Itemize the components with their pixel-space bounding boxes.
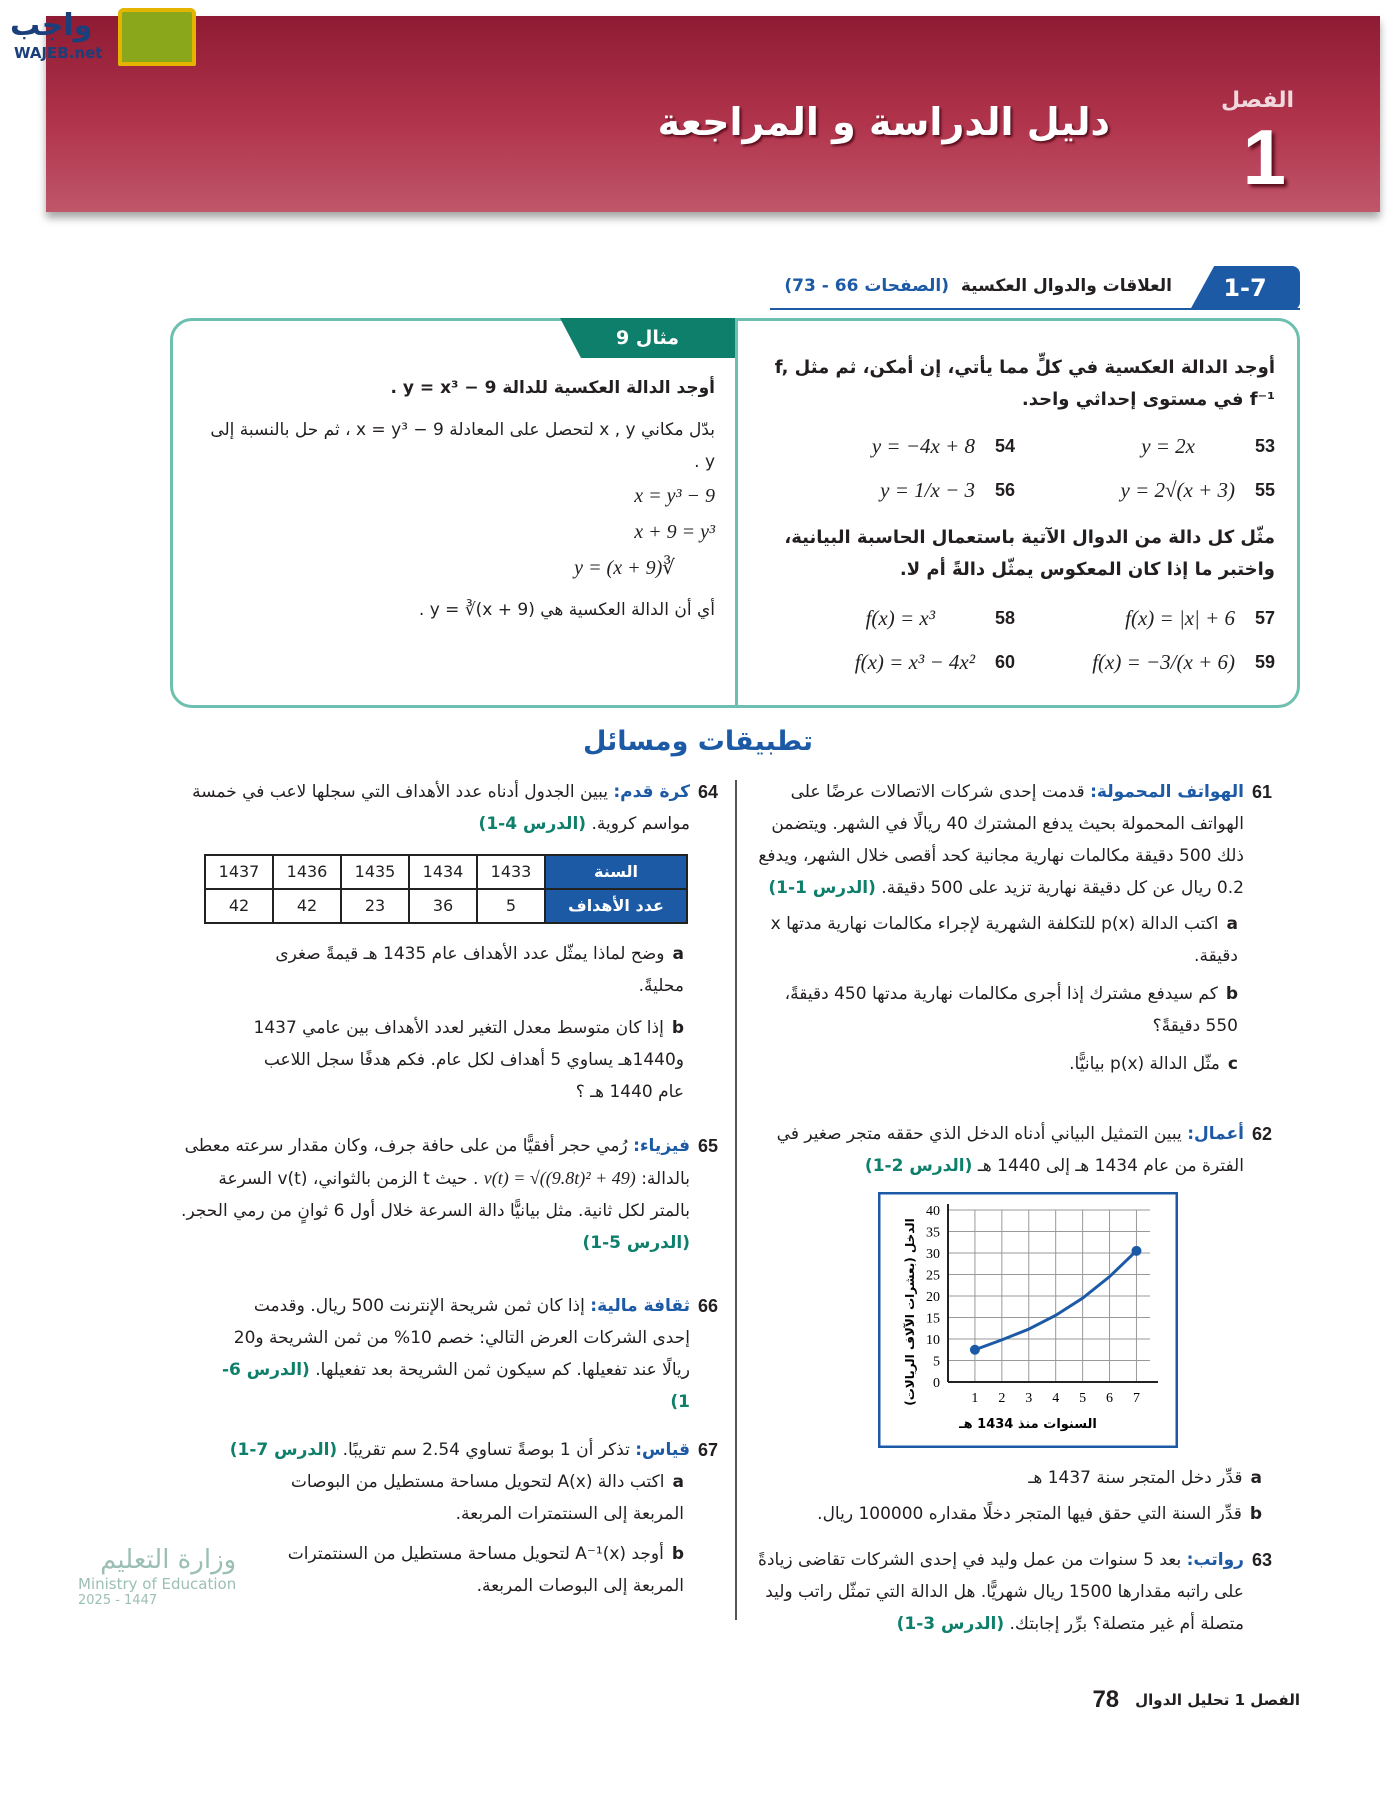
ministry-logo: وزارة التعليم Ministry of Education 2025… xyxy=(78,1545,237,1608)
applications-title: تطبيقات ومسائل xyxy=(583,726,813,757)
goals-table: السنة 1433 1434 1435 1436 1437 عدد الأهداف 5 36… xyxy=(204,854,688,924)
exercise-grid-2: 57 f(x) = |x| + 6 58 f(x) = x³ 59 f(x) = −3… xyxy=(760,596,1275,684)
exercise-intro-2: مثّل كل دالة من الدوال الآتية باستعمال ا… xyxy=(784,527,1275,580)
page-title: دليل الدراسة و المراجعة xyxy=(657,100,1110,144)
question-62: 62 أعمال: يبين التمثيل البياني أدناه الدخ… xyxy=(776,1124,1272,1176)
y-tick-label: 5 xyxy=(933,1355,940,1370)
x-axis-label: السنوات منذ 1434 هـ xyxy=(958,1417,1097,1432)
exercise-54: 54 y = −4x + 8 xyxy=(871,433,1015,458)
q62-a: aقدِّر دخل المتجر سنة 1437 هـ xyxy=(1028,1468,1262,1488)
exercise-56: 56 y = 1/x − 3 xyxy=(880,477,1015,502)
q67-b: bأوجد A⁻¹(x) لتحويل مساحة مستطيل من السن… xyxy=(287,1544,684,1596)
chart-frame xyxy=(878,1192,1178,1448)
question-65: 65 فيزياء: رُمي حجر أفقيًّا من على حافة ج… xyxy=(181,1136,718,1253)
question-61: 61 الهواتف المحمولة: قدمت إحدى شركات الات… xyxy=(752,776,1272,1080)
q64-a: aوضح لماذا يمثّل عدد الأهداف عام 1435 هـ… xyxy=(275,944,684,996)
x-tick-label: 6 xyxy=(1106,1391,1113,1406)
x-tick-label: 3 xyxy=(1025,1391,1032,1406)
exercise-intro-1: أوجد الدالة العكسية في كلٍّ مما يأتي، إن… xyxy=(774,357,1275,410)
chapter-label: الفصل xyxy=(1221,88,1294,113)
page-footer: الفصل 1 تحليل الدوال 78 xyxy=(1092,1686,1300,1714)
example-tab: مثال 9 xyxy=(560,318,735,358)
y-tick-label: 30 xyxy=(926,1247,940,1262)
y-tick-label: 10 xyxy=(926,1333,940,1348)
chart-ticks: 0 5 10 15 20 25 30 35 40 1 2 3 4 5 6 7 xyxy=(926,1204,1140,1406)
exercise-59: 59 f(x) = −3/(x + 6) xyxy=(1092,649,1275,674)
question-62-parts: aقدِّر دخل المتجر سنة 1437 هـ bقدِّر الس… xyxy=(752,1462,1272,1530)
page-number: 78 xyxy=(1092,1686,1120,1713)
exercise-60: 60 f(x) = x³ − 4x² xyxy=(854,649,1015,674)
table-row: السنة 1433 1434 1435 1436 1437 xyxy=(204,854,688,890)
example-steps: x = y³ − 9 x + 9 = y³ ∛(x + 9) = y xyxy=(574,485,715,579)
x-tick-label: 4 xyxy=(1052,1391,1059,1406)
x-tick-label: 5 xyxy=(1079,1391,1086,1406)
q62-b: bقدِّر السنة التي حقق فيها المتجر دخلًا … xyxy=(817,1504,1262,1524)
question-64: 64 كرة قدم: يبين الجدول أدناه عدد الأهداف… xyxy=(178,776,718,1108)
q61-b: bكم سيدفع مشترك إذا أجرى مكالمات نهارية … xyxy=(784,984,1238,1036)
table-row: عدد الأهداف 5 36 23 42 42 xyxy=(204,888,688,924)
question-66: 66 ثقافة مالية: إذا كان ثمن شريحة الإنترن… xyxy=(221,1296,718,1412)
y-tick-label: 25 xyxy=(926,1269,940,1284)
chapter-number: 1 xyxy=(1242,113,1286,201)
income-line xyxy=(974,1249,1138,1352)
y-tick-label: 0 xyxy=(933,1376,940,1391)
q61-a: aاكتب الدالة p(x) للتكلفة الشهرية لإجراء… xyxy=(770,914,1238,966)
q67-a: aاكتب دالة A(x) لتحويل مساحة مستطيل من ا… xyxy=(290,1472,684,1524)
example-9: أوجد الدالة العكسية للدالة y = x³ − 9 . … xyxy=(195,372,715,626)
column-divider xyxy=(735,780,737,1620)
y-tick-label: 20 xyxy=(926,1290,940,1305)
exercise-grid-1: 53 y = 2x 54 y = −4x + 8 55 y = 2√(x + 3) 5… xyxy=(760,424,1275,512)
wajeb-logo: واجب WAJEB.net xyxy=(10,4,196,66)
y-axis-label: الدخل (بعشرات الآلاف الريالات) xyxy=(903,1218,917,1406)
section-pages: (الصفحات 66 - 73) xyxy=(784,276,950,296)
q61-c: cمثّل الدالة p(x) بيانيًّا. xyxy=(1069,1054,1238,1074)
data-point xyxy=(969,1344,980,1355)
example-explanation: بدّل مكاني x , y لتحصل على المعادلة x = … xyxy=(210,420,715,472)
example-conclusion: أي أن الدالة العكسية هي y = ∛(x + 9) . xyxy=(418,600,715,620)
question-63: 63 رواتب: بعد 5 سنوات من عمل وليد في إحدى… xyxy=(758,1550,1272,1634)
divider xyxy=(735,318,738,708)
x-tick-label: 1 xyxy=(971,1391,978,1406)
book-icon xyxy=(118,8,196,66)
x-tick-label: 2 xyxy=(998,1391,1005,1406)
y-tick-label: 40 xyxy=(926,1204,940,1219)
section-title: العلاقات والدوال العكسية (الصفحات 66 - 7… xyxy=(784,276,1172,296)
footer-chapter: الفصل 1 تحليل الدوال xyxy=(1135,1691,1300,1709)
income-chart: 0 5 10 15 20 25 30 35 40 1 2 3 4 5 6 7 السنوات منذ 1434… xyxy=(878,1192,1178,1448)
section-header: 1-7 العلاقات والدوال العكسية (الصفحات 66… xyxy=(770,266,1300,310)
y-tick-label: 15 xyxy=(926,1312,940,1327)
exercise-53: 53 y = 2x xyxy=(1141,433,1275,458)
section-number: 1-7 xyxy=(1190,266,1300,310)
q64-b: bإذا كان متوسط معدل التغير لعدد الأهداف … xyxy=(253,1018,685,1102)
chart-grid xyxy=(947,1204,1158,1383)
x-tick-label: 7 xyxy=(1133,1391,1140,1406)
chapter-banner xyxy=(46,16,1380,212)
data-point xyxy=(1131,1245,1142,1256)
exercise-57: 57 f(x) = |x| + 6 xyxy=(1125,605,1275,630)
question-67: 67 قياس: تذكر أن 1 بوصةً تساوي 2.54 سم تق… xyxy=(178,1434,718,1602)
example-prompt: أوجد الدالة العكسية للدالة y = x³ − 9 . xyxy=(390,378,715,398)
y-tick-label: 35 xyxy=(926,1226,940,1241)
chart-points xyxy=(969,1245,1142,1355)
exercise-55: 55 y = 2√(x + 3) xyxy=(1120,477,1276,502)
exercise-58: 58 f(x) = x³ xyxy=(865,605,1015,630)
